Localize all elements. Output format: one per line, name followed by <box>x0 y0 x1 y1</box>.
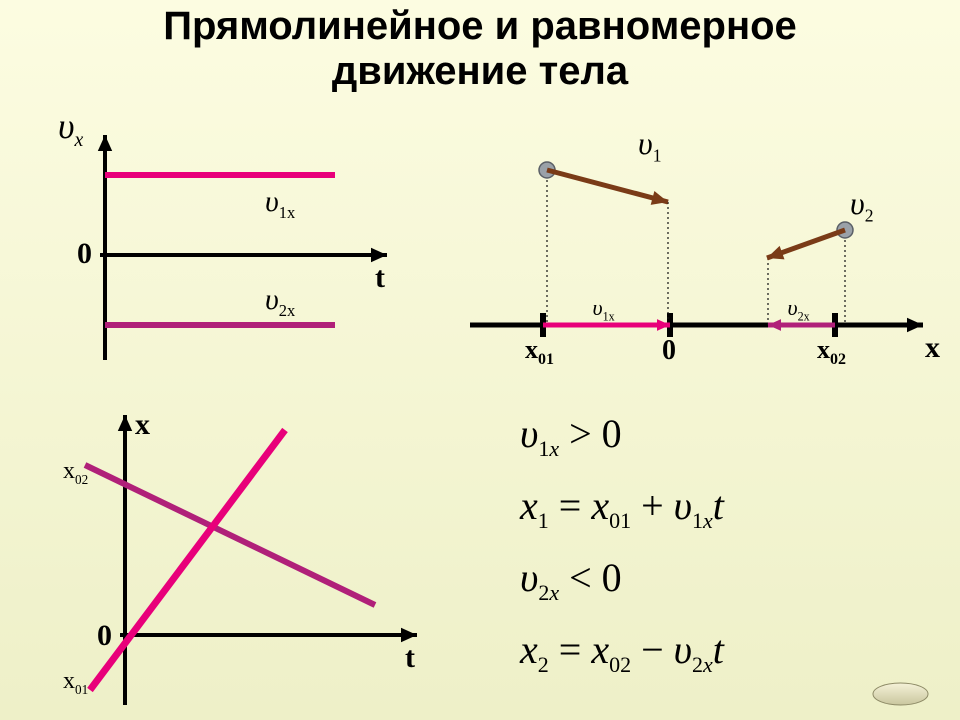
vd-p2-sym: υ <box>788 295 798 320</box>
position-chart-zero: 0 <box>97 619 112 653</box>
position-chart-ylabel: x <box>135 408 150 442</box>
vd-p2-sub: 2x <box>798 309 810 323</box>
equation-line: υ1x > 0 <box>520 410 622 462</box>
velocity-chart-xlabel: t <box>375 261 385 295</box>
vc-yl-sym: υ <box>58 106 75 146</box>
pc-zero: 0 <box>97 619 112 652</box>
vector-proj1-label: υ1x <box>593 295 615 324</box>
vc-l1-sym: υ <box>265 185 279 218</box>
pc-x01-l: x <box>63 668 75 694</box>
velocity-chart-line1-label: υ1x <box>265 185 295 223</box>
pc-x02-l: x <box>63 458 75 484</box>
position-chart-xlabel: t <box>405 641 415 675</box>
pc-x02-s: 02 <box>75 472 88 487</box>
vc-xl-t: t <box>375 261 385 294</box>
vector-v1-label: υ1 <box>638 125 661 166</box>
velocity-chart-zero: 0 <box>77 237 92 271</box>
vector-diagram-xlabel: x <box>925 331 940 365</box>
vd-v1-sub: 1 <box>653 145 662 165</box>
vd-p1-sub: 1x <box>603 309 615 323</box>
equation-line: x2 = x02 − υ2xt <box>520 626 724 678</box>
vector-diagram-zero: 0 <box>662 335 676 367</box>
vd-v1-sym: υ <box>638 125 653 161</box>
vd-v2-sub: 2 <box>865 205 874 225</box>
vc-l2-sym: υ <box>265 283 279 316</box>
pc-yl: x <box>135 408 150 441</box>
vc-l2-sub: 2x <box>279 301 296 320</box>
title-line1: Прямолинейное и равномерное <box>0 4 960 49</box>
slide-root: Прямолинейное и равномерное движение тел… <box>0 0 960 720</box>
vector-proj2-label: υ2x <box>788 295 810 324</box>
vd-p1-sym: υ <box>593 295 603 320</box>
position-chart-x01-label: x01 <box>63 668 88 698</box>
page-title: Прямолинейное и равномерное движение тел… <box>0 4 960 94</box>
vd-v2-sym: υ <box>850 185 865 221</box>
pc-x01-s: 01 <box>75 682 88 697</box>
equation-line: x1 = x01 + υ1xt <box>520 482 724 534</box>
position-chart <box>55 410 425 710</box>
velocity-chart-line2-label: υ2x <box>265 283 295 321</box>
equation-line: υ2x < 0 <box>520 554 622 606</box>
position-chart-x02-label: x02 <box>63 458 88 488</box>
vector-v2-label: υ2 <box>850 185 873 226</box>
velocity-chart-ylabel: υx <box>58 105 83 152</box>
vc-zero: 0 <box>77 237 92 270</box>
nav-button[interactable] <box>870 680 931 708</box>
title-line2: движение тела <box>0 49 960 94</box>
vd-xl: x <box>925 331 940 364</box>
vc-l1-sub: 1x <box>279 203 296 222</box>
vd-zero: 0 <box>662 335 676 366</box>
axis-tick-label: x02 <box>817 335 846 369</box>
velocity-chart <box>55 130 395 365</box>
axis-tick-label: x01 <box>525 335 554 369</box>
vc-yl-sub: x <box>75 129 84 151</box>
pc-xl: t <box>405 641 415 674</box>
